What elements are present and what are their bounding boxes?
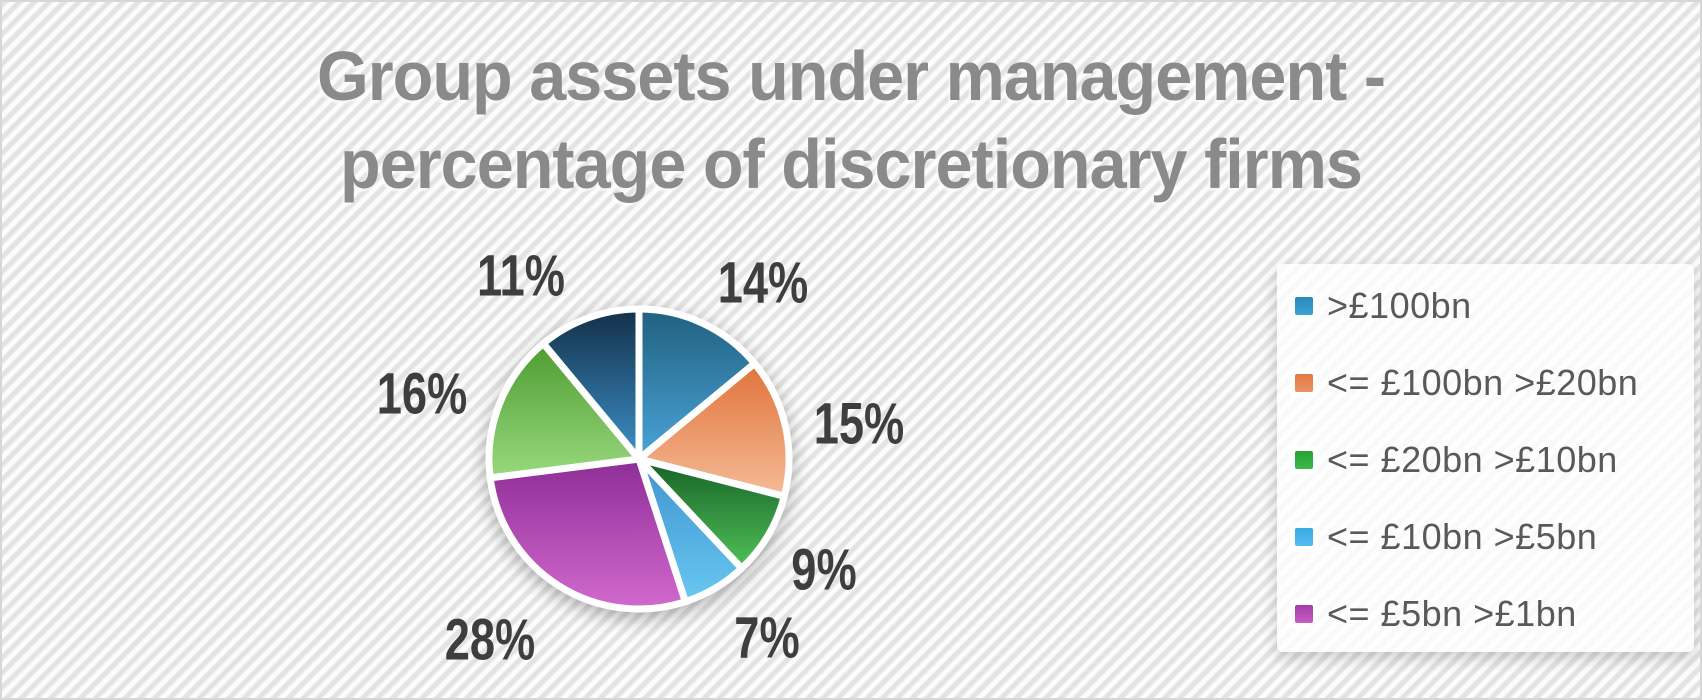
legend-swatch-icon [1295,605,1313,623]
legend-item-label: <= £10bn >£5bn [1327,516,1598,557]
pie-label: 15% [813,391,905,457]
legend-item-label: <= £100bn >£20bn [1327,362,1639,403]
legend-item-label: <= £20bn >£10bn [1327,439,1618,480]
legend-item[interactable]: <= £20bn >£10bn [1295,442,1694,478]
pie-slice-14%[interactable] [635,305,759,463]
pie-label: 28% [444,607,536,673]
legend-item[interactable]: >£100bn [1295,288,1694,324]
pie-slice-28%[interactable] [486,455,689,613]
legend-item-label: >£100bn [1327,285,1472,326]
chart-title-line2: percentage of discretionary firms [340,125,1363,203]
pie-label: 11% [476,243,566,309]
pie-slice-16%[interactable] [485,339,643,482]
legend-item[interactable]: <= £5bn >£1bn [1295,596,1694,632]
legend-swatch-icon [1295,451,1313,469]
pie-label: 7% [734,605,800,671]
pie-label: 9% [791,537,857,603]
pie-slice-15%[interactable] [635,359,793,500]
legend-swatch-icon [1295,528,1313,546]
legend-swatch-icon [1295,297,1313,315]
legend-item[interactable]: <= £100bn >£20bn [1295,365,1694,401]
chart-title: Group assets under management - percenta… [44,32,1657,208]
pie-label: 16% [376,361,468,427]
legend-swatch-icon [1295,374,1313,392]
legend-item[interactable]: <= £10bn >£5bn [1295,519,1694,555]
legend-item-label: <= £5bn >£1bn [1327,593,1577,634]
chart-title-line1: Group assets under management - [316,37,1386,115]
pie-label: 14% [717,250,809,316]
pie-slice-11%[interactable] [539,305,643,463]
chart-legend: >£100bn <= £100bn >£20bn <= £20bn >£10bn <=… [1277,264,1694,652]
